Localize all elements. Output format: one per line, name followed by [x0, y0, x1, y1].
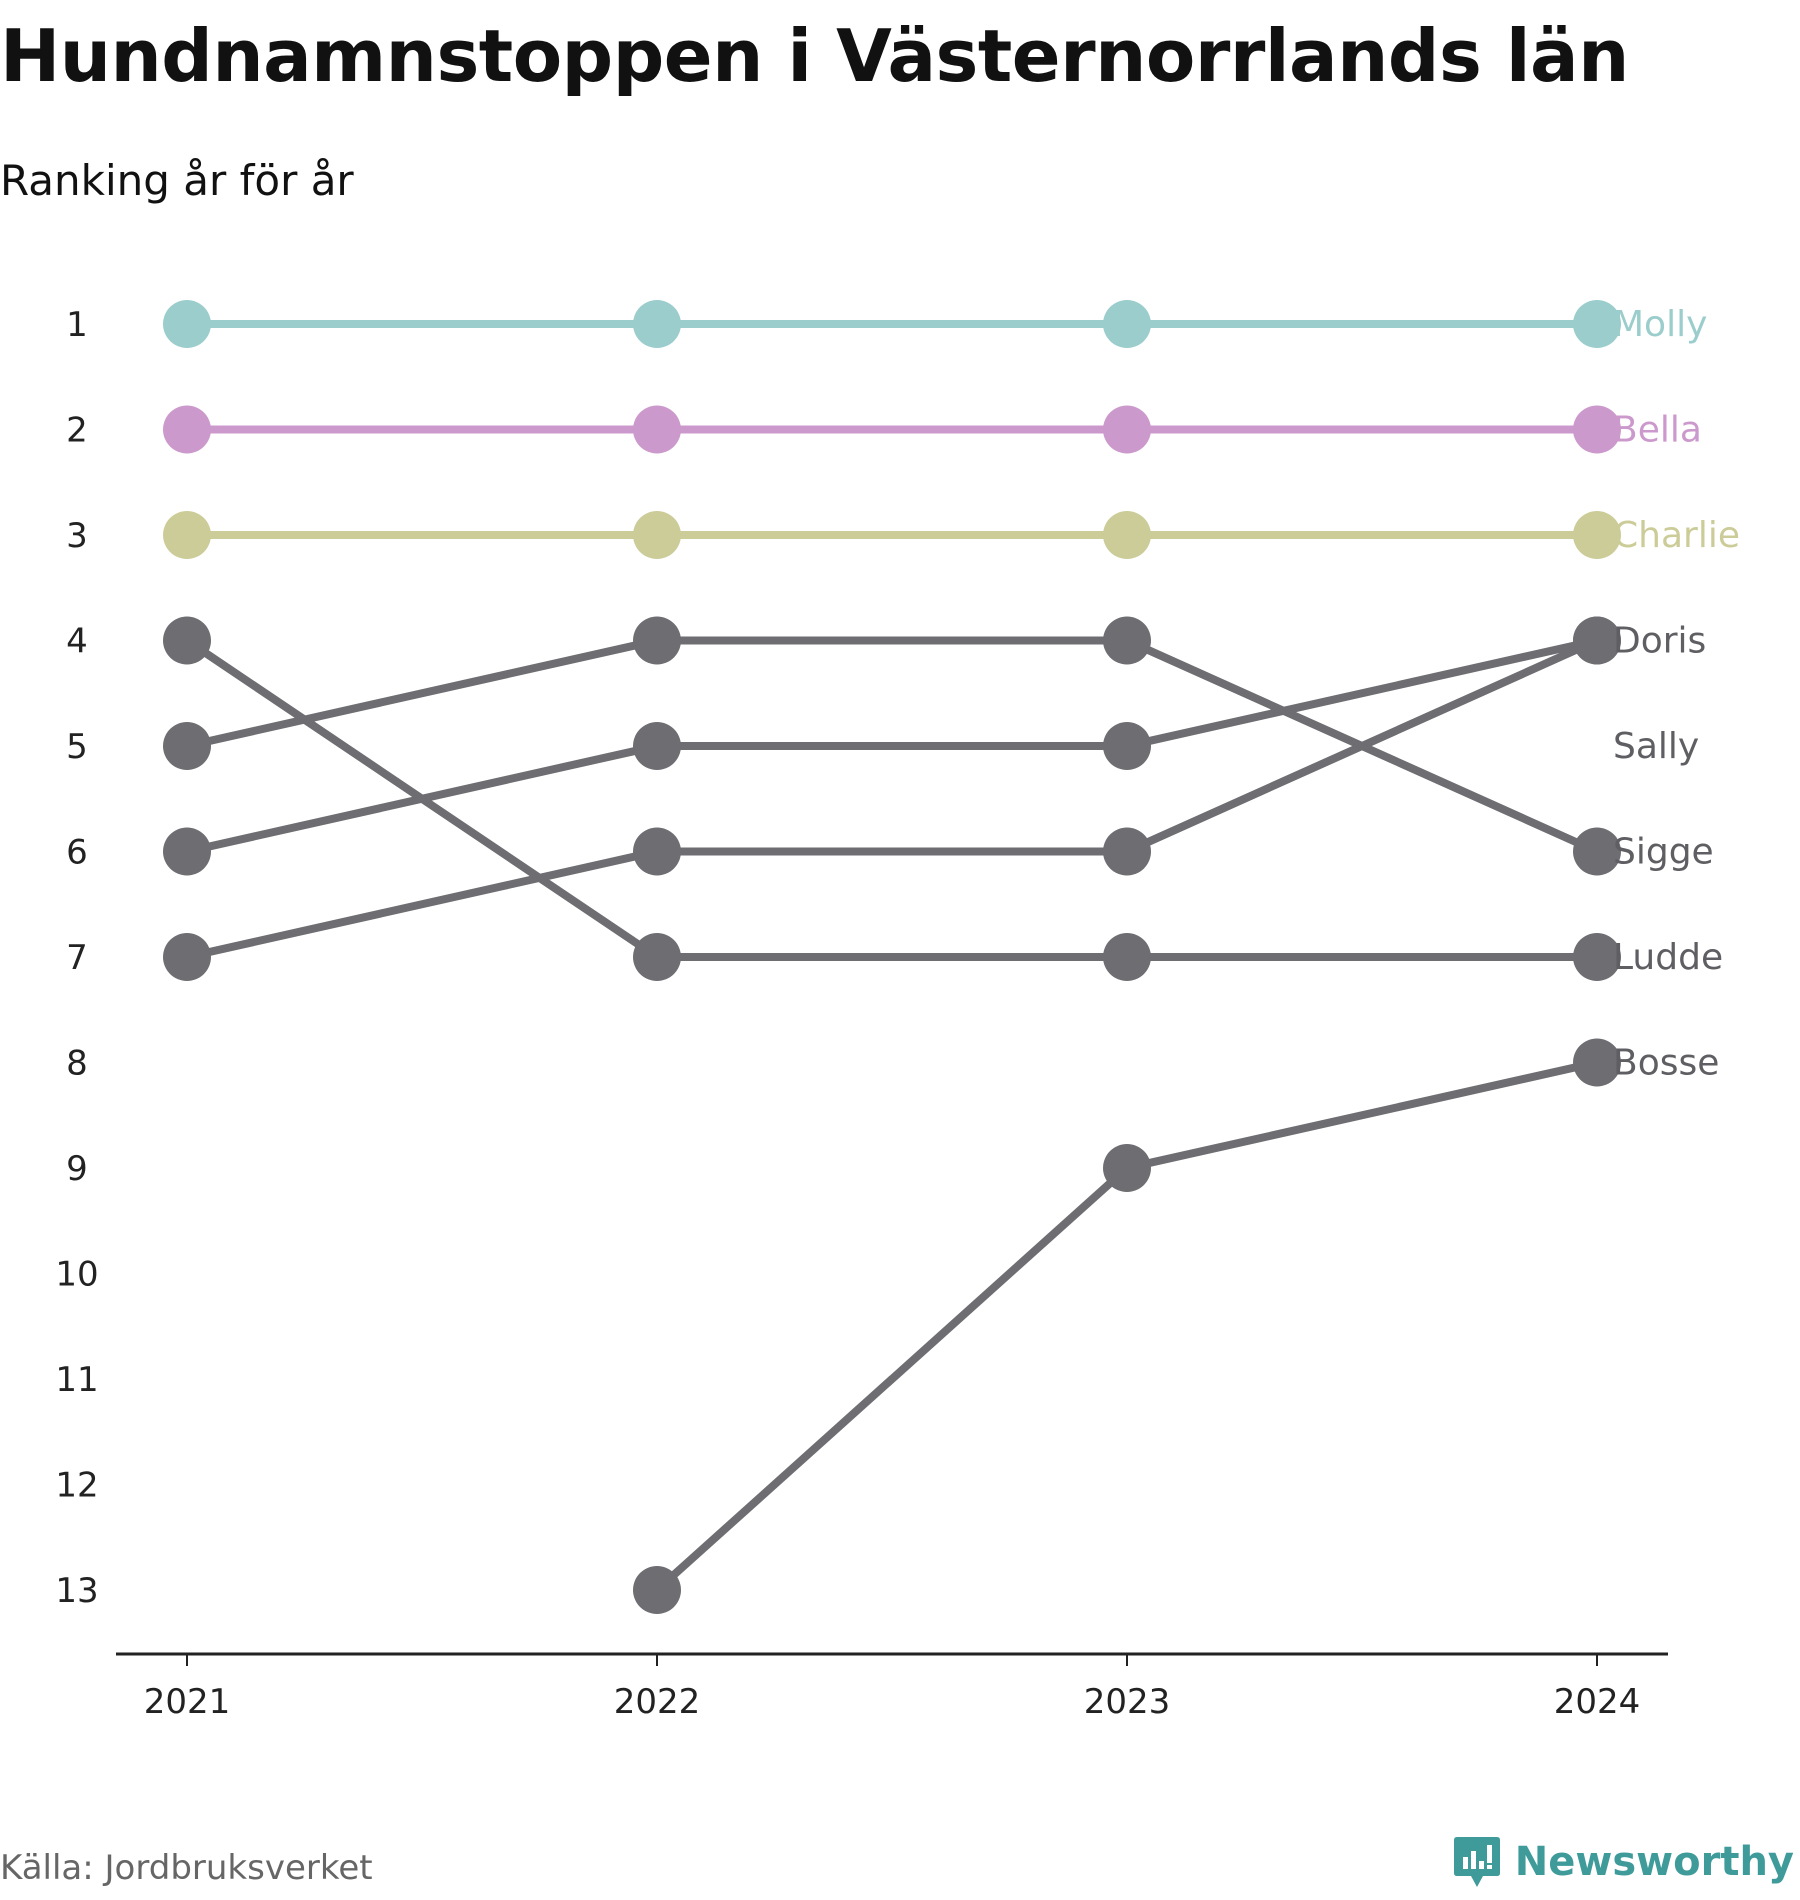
- end-label-sally: Sally: [1613, 726, 1699, 767]
- x-tick-label: 2023: [1084, 1682, 1171, 1722]
- x-tick-label: 2021: [144, 1682, 231, 1722]
- point-sally-2024: [1573, 616, 1621, 665]
- point-doris-2022: [633, 722, 681, 770]
- point-charlie-2021: [163, 511, 211, 559]
- point-molly-2021: [163, 300, 211, 348]
- y-tick-label: 2: [66, 411, 88, 451]
- end-label-molly: Molly: [1613, 304, 1707, 345]
- y-tick-label: 11: [55, 1360, 98, 1400]
- series-line-sigge: [186, 636, 1599, 856]
- chart-subtitle: Ranking år för år: [0, 156, 354, 205]
- series-end-labels: Molly Bella Charlie Doris Sally Sigge Ludde Bos…: [1613, 304, 1740, 1084]
- point-sigge-2024: [1573, 827, 1621, 876]
- point-molly-2023: [1103, 300, 1151, 348]
- source-note: Källa: Jordbruksverket: [0, 1848, 373, 1888]
- y-tick-label: 1: [66, 305, 88, 345]
- point-doris-2023: [1103, 722, 1151, 770]
- point-sally-2023: [1103, 827, 1151, 876]
- point-doris-2021: [163, 827, 211, 876]
- series-line-ludde: [184, 637, 1597, 961]
- point-bella-2024: [1573, 405, 1621, 454]
- y-tick-label: 8: [66, 1044, 88, 1084]
- y-tick-label: 10: [55, 1255, 98, 1295]
- brand[interactable]: Newsworthy: [1453, 1835, 1794, 1889]
- point-bella-2022: [633, 405, 681, 454]
- point-molly-2024: [1573, 300, 1621, 348]
- y-tick-label: 5: [66, 727, 88, 767]
- point-bosse-2023: [1103, 1144, 1151, 1192]
- end-label-sigge: Sigge: [1613, 832, 1714, 873]
- end-label-bosse: Bosse: [1613, 1043, 1719, 1084]
- series-points: [163, 300, 1621, 1614]
- point-bella-2021: [163, 405, 211, 454]
- point-ludde-2022: [633, 933, 681, 981]
- y-tick-label: 6: [66, 833, 88, 873]
- point-sigge-2022: [633, 616, 681, 665]
- point-charlie-2024: [1573, 511, 1621, 559]
- point-sally-2021: [163, 933, 211, 981]
- chart-title: Hundnamnstoppen i Västernorrlands län: [0, 14, 1629, 98]
- point-ludde-2024: [1573, 933, 1621, 981]
- x-axis: 2021 2022 2023 2024: [116, 1652, 1668, 1722]
- y-tick-label: 4: [66, 622, 88, 662]
- x-tick-label: 2024: [1554, 1682, 1641, 1722]
- point-bosse-2022: [633, 1566, 681, 1614]
- point-sigge-2021: [163, 722, 211, 770]
- y-tick-label: 7: [66, 938, 88, 978]
- end-label-charlie: Charlie: [1613, 515, 1740, 556]
- point-sigge-2023: [1103, 616, 1151, 665]
- point-molly-2022: [633, 300, 681, 348]
- point-ludde-2021: [163, 616, 211, 665]
- y-tick-label: 12: [55, 1466, 98, 1506]
- x-tick-label: 2022: [614, 1682, 701, 1722]
- point-sally-2022: [633, 827, 681, 876]
- point-ludde-2023: [1103, 933, 1151, 981]
- y-tick-label: 3: [66, 516, 88, 556]
- series-line-bosse: [654, 1058, 1598, 1593]
- end-label-ludde: Ludde: [1613, 937, 1723, 978]
- point-charlie-2023: [1103, 511, 1151, 559]
- point-bella-2023: [1103, 405, 1151, 454]
- series-lines: [184, 320, 1599, 1593]
- brand-name: Newsworthy: [1514, 1839, 1794, 1885]
- point-bosse-2024: [1573, 1038, 1621, 1087]
- newsworthy-logo-icon: [1453, 1837, 1500, 1887]
- y-tick-label: 9: [66, 1149, 88, 1189]
- series-line-doris: [186, 636, 1598, 856]
- point-charlie-2022: [633, 511, 681, 559]
- y-tick-label: 13: [55, 1571, 98, 1611]
- end-label-bella: Bella: [1613, 410, 1702, 451]
- end-label-doris: Doris: [1613, 621, 1706, 662]
